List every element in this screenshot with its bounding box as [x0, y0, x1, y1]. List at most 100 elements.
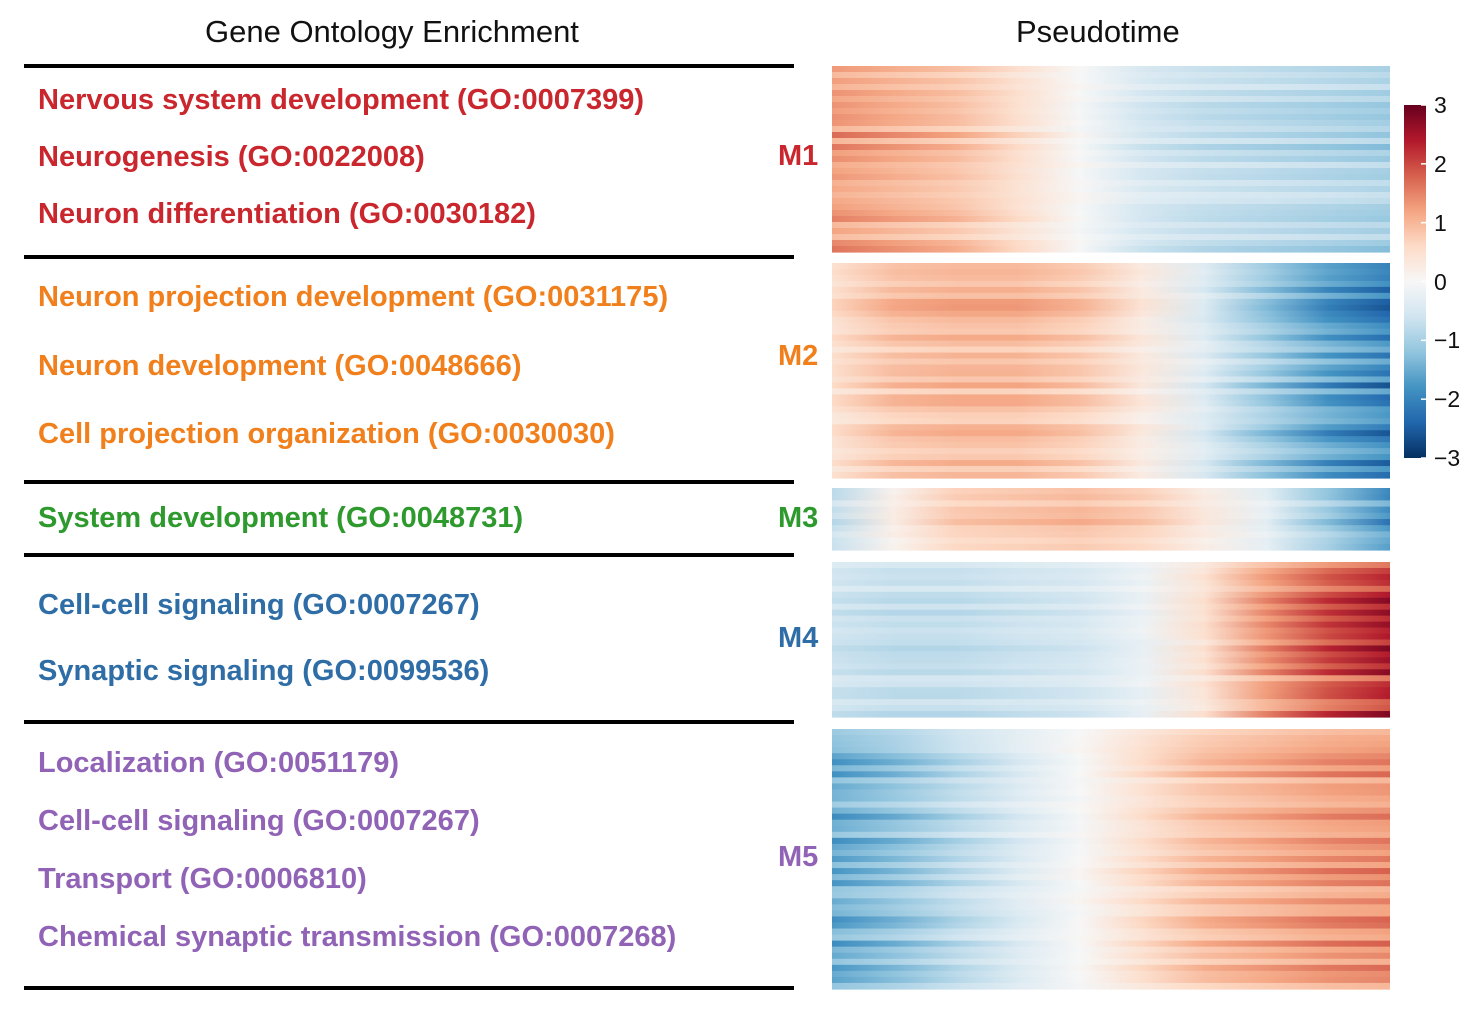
heatmap-row: [832, 946, 1390, 954]
section-divider: [24, 64, 794, 68]
heatmap-row: [832, 886, 1390, 893]
heatmap-row: [832, 180, 1390, 187]
colorbar-tick-label: 2: [1434, 150, 1447, 177]
heatmap-row: [832, 346, 1390, 354]
pseudotime-header: Pseudotime: [1016, 14, 1180, 49]
go-term-label: Cell-cell signaling (GO:0007267): [38, 589, 480, 621]
heatmap-row: [832, 651, 1390, 658]
heatmap-row: [832, 729, 1390, 736]
heatmap-row: [832, 855, 1390, 863]
heatmap-row: [832, 621, 1390, 629]
heatmap-row: [832, 976, 1390, 984]
heatmap-row: [832, 192, 1390, 199]
heatmap-row: [832, 735, 1390, 742]
heatmap-row: [832, 460, 1390, 467]
heatmap-row: [832, 488, 1390, 495]
heatmap-row: [832, 448, 1390, 455]
section-divider: [24, 480, 794, 484]
heatmap-row: [832, 639, 1390, 647]
heatmap-row: [832, 531, 1390, 539]
heatmap-row: [832, 394, 1390, 401]
heatmap-row: [832, 412, 1390, 419]
heatmap-row: [832, 162, 1390, 169]
heatmap-row: [832, 222, 1390, 229]
module-label: M2: [778, 340, 819, 372]
heatmap-row: [832, 210, 1390, 217]
section-divider: [24, 553, 794, 557]
heatmap-row: [832, 705, 1390, 712]
module-label: M5: [778, 841, 819, 873]
go-term-label: Nervous system development (GO:0007399): [38, 84, 645, 116]
heatmap-row: [832, 138, 1390, 145]
heatmap-row: [832, 675, 1390, 682]
heatmap-row: [832, 699, 1390, 706]
heatmap-row: [832, 663, 1390, 670]
heatmap-row: [832, 268, 1390, 276]
colorbar-tick-label: −3: [1434, 445, 1461, 471]
heatmap-row: [832, 424, 1390, 431]
heatmap-row: [832, 801, 1390, 809]
heatmap-row: [832, 970, 1390, 978]
heatmap-row: [832, 263, 1390, 270]
heatmap-row: [832, 862, 1390, 869]
colorbar: [1404, 105, 1426, 458]
heatmap-row: [832, 849, 1390, 857]
heatmap-row: [832, 204, 1390, 211]
heatmap-row: [832, 286, 1390, 294]
heatmap-row: [832, 633, 1390, 641]
heatmap-row: [832, 274, 1390, 282]
heatmap-row: [832, 819, 1390, 827]
heatmap-row: [832, 156, 1390, 163]
heatmap-row: [832, 615, 1390, 623]
heatmap-row: [832, 322, 1390, 330]
heatmap-row: [832, 783, 1390, 791]
heatmap-row: [832, 982, 1390, 990]
go-term-label: Cell projection organization (GO:0030030…: [38, 418, 615, 450]
colorbar-tick-label: 3: [1434, 92, 1447, 118]
go-term-label: Neurogenesis (GO:0022008): [38, 141, 425, 173]
heatmap-row: [832, 537, 1390, 545]
heatmap-row: [832, 940, 1390, 948]
heatmap-row: [832, 789, 1390, 797]
heatmap-row: [832, 922, 1390, 930]
heatmap-row: [832, 358, 1390, 366]
heatmap-row: [832, 406, 1390, 413]
heatmap-row: [832, 442, 1390, 449]
heatmap-row: [832, 430, 1390, 437]
heatmap-row: [832, 585, 1390, 593]
heatmap-module-band: [832, 66, 1390, 253]
heatmap-row: [832, 216, 1390, 223]
heatmap-row: [832, 472, 1390, 479]
heatmap-row: [832, 186, 1390, 193]
colorbar-tick-label: −1: [1434, 327, 1461, 354]
colorbar-tick-label: 1: [1434, 209, 1447, 236]
heatmap-row: [832, 759, 1390, 766]
gene-ontology-header: Gene Ontology Enrichment: [205, 14, 579, 49]
heatmap-row: [832, 519, 1390, 526]
go-term-label: Neuron development (GO:0048666): [38, 350, 522, 382]
heatmap-row: [832, 334, 1390, 342]
heatmap-row: [832, 418, 1390, 425]
heatmap-row: [832, 280, 1390, 288]
heatmap-row: [832, 132, 1390, 139]
go-term-label: Cell-cell signaling (GO:0007267): [38, 805, 480, 837]
section-divider: [24, 986, 794, 990]
heatmap-row: [832, 304, 1390, 312]
heatmap-row: [832, 952, 1390, 960]
heatmap-row: [832, 126, 1390, 133]
heatmap-row: [832, 144, 1390, 151]
heatmap-row: [832, 747, 1390, 754]
heatmap-row: [832, 837, 1390, 845]
colorbar-tick-label: −2: [1434, 386, 1461, 413]
heatmap-row: [832, 310, 1390, 318]
heatmap-module-band: [832, 729, 1390, 990]
heatmap-row: [832, 843, 1390, 851]
heatmap-row: [832, 228, 1390, 235]
module-label: M3: [778, 502, 819, 534]
colorbar-tick-label: 0: [1434, 268, 1447, 295]
heatmap-row: [832, 466, 1390, 473]
heatmap-row: [832, 72, 1390, 79]
go-term-label: Localization (GO:0051179): [38, 747, 400, 779]
heatmap-row: [832, 597, 1390, 605]
